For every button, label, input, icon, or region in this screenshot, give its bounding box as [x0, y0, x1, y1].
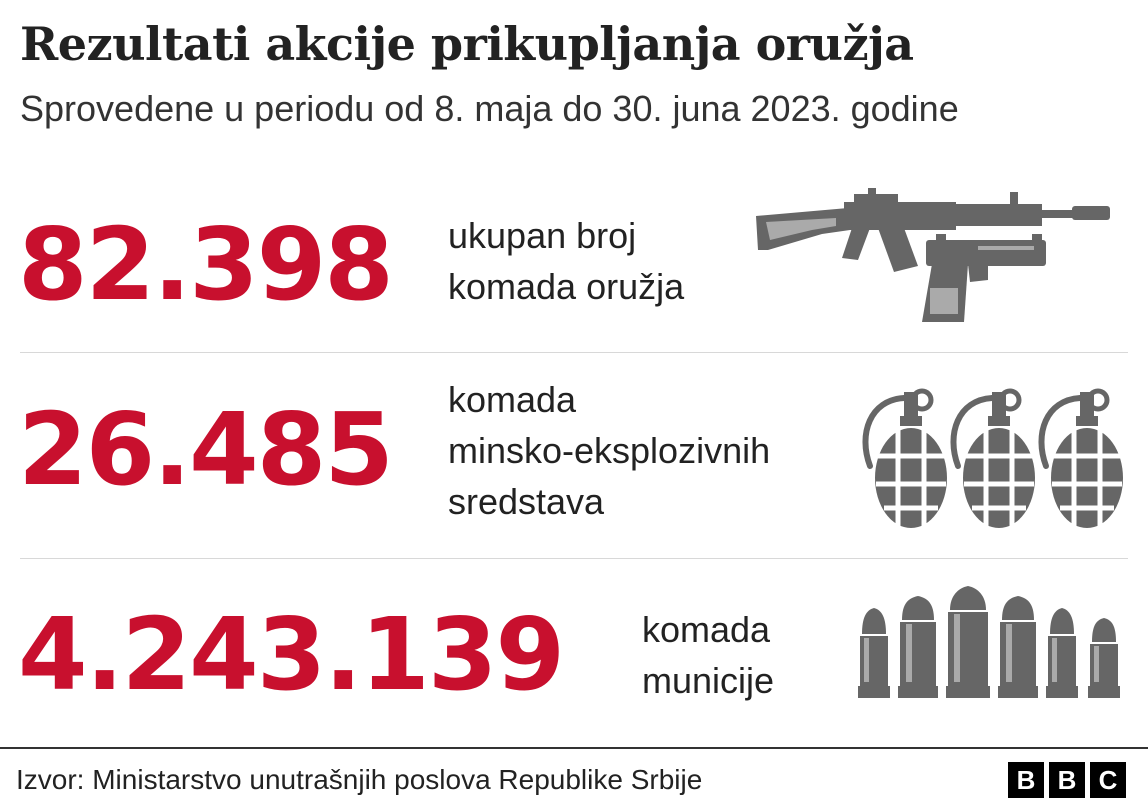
stat-desc-line: minsko-eksplozivnih	[448, 430, 771, 471]
row-divider	[20, 558, 1128, 559]
source-text: Izvor: Ministarstvo unutrašnjih poslova …	[16, 764, 703, 795]
stat-desc-line: municije	[642, 660, 775, 701]
stat-desc-line: komada	[448, 379, 577, 420]
stat-desc-line: ukupan broj	[448, 215, 637, 256]
page-subtitle: Sprovedene u periodu od 8. maja do 30. j…	[20, 88, 959, 129]
bbc-logo-letter: B	[1049, 762, 1085, 798]
grenades-icon	[860, 384, 1130, 530]
stat-desc-ammunition: komada municije	[642, 604, 774, 706]
rifle-and-pistol-icon	[756, 188, 1110, 322]
bbc-logo-letter: B	[1008, 762, 1044, 798]
stat-value-ammunition: 4.243.139	[18, 596, 565, 713]
footer-divider	[0, 747, 1148, 749]
bullets-icon	[858, 586, 1120, 698]
stat-desc-explosives: komada minsko-eksplozivnih sredstava	[448, 374, 770, 527]
page-title: Rezultati akcije prikupljanja oružja	[20, 17, 914, 71]
stat-value-explosives: 26.485	[18, 391, 394, 508]
stat-desc-weapons: ukupan broj komada oružja	[448, 210, 684, 312]
row-divider	[20, 352, 1128, 353]
stat-desc-line: sredstava	[448, 481, 605, 522]
stat-desc-line: komada	[642, 609, 771, 650]
stat-desc-line: komada oružja	[448, 266, 685, 307]
bbc-logo-letter: C	[1090, 762, 1126, 798]
bbc-logo: B B C	[1008, 762, 1126, 798]
stat-value-weapons: 82.398	[18, 206, 394, 323]
